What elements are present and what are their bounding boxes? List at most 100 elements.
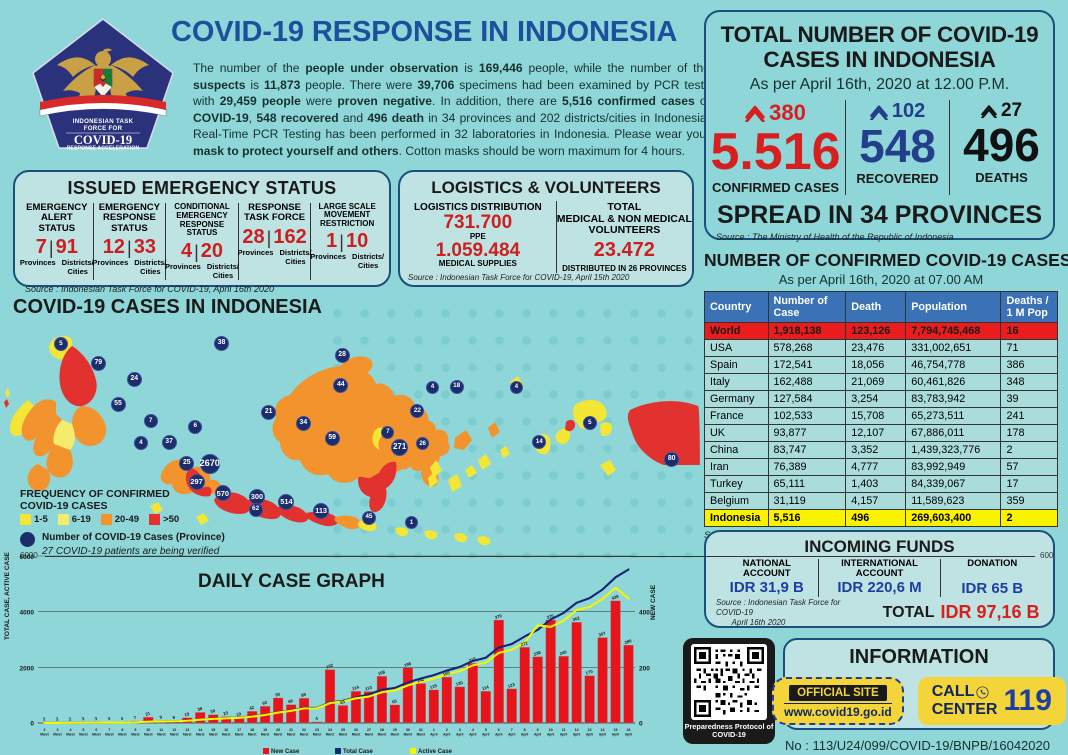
svg-text:4: 4 <box>315 716 319 722</box>
svg-text:10: 10 <box>146 728 150 732</box>
svg-text:April: April <box>495 733 502 737</box>
svg-text:130: 130 <box>455 680 464 687</box>
svg-text:19: 19 <box>184 711 191 717</box>
svg-text:April: April <box>625 733 632 737</box>
svg-text:439: 439 <box>611 594 620 601</box>
svg-text:238: 238 <box>533 650 542 657</box>
svg-text:3: 3 <box>81 716 85 722</box>
svg-text:0: 0 <box>30 721 34 728</box>
svg-text:198: 198 <box>403 661 412 668</box>
svg-text:April: April <box>430 733 437 737</box>
svg-text:215: 215 <box>468 656 477 663</box>
svg-text:8: 8 <box>172 714 176 720</box>
svg-text:8: 8 <box>524 728 526 732</box>
svg-text:Maret: Maret <box>40 733 49 737</box>
svg-text:27: 27 <box>367 728 371 732</box>
svg-text:April: April <box>612 733 619 737</box>
svg-text:113: 113 <box>364 684 373 691</box>
svg-text:Maret: Maret <box>352 733 361 737</box>
svg-text:Maret: Maret <box>66 733 75 737</box>
svg-text:119: 119 <box>429 683 438 690</box>
svg-text:9: 9 <box>134 728 136 732</box>
svg-text:21: 21 <box>145 710 152 716</box>
svg-text:April: April <box>482 733 489 737</box>
svg-text:Maret: Maret <box>131 733 140 737</box>
svg-text:16: 16 <box>627 728 631 732</box>
svg-text:170: 170 <box>585 669 594 676</box>
svg-text:Maret: Maret <box>170 733 179 737</box>
svg-text:Maret: Maret <box>300 733 309 737</box>
svg-text:18: 18 <box>250 728 254 732</box>
svg-text:6000: 6000 <box>20 554 35 561</box>
svg-text:New Case: New Case <box>271 749 300 755</box>
svg-text:Active Case: Active Case <box>418 749 453 755</box>
svg-text:FORCE FOR: FORCE FOR <box>84 125 123 132</box>
svg-text:114: 114 <box>351 684 360 691</box>
svg-text:192: 192 <box>325 662 334 669</box>
svg-text:11: 11 <box>562 728 566 732</box>
svg-text:200: 200 <box>639 665 650 672</box>
svg-text:280: 280 <box>624 638 633 645</box>
svg-text:19: 19 <box>263 728 267 732</box>
svg-text:April: April <box>456 733 463 737</box>
svg-text:2: 2 <box>68 716 72 722</box>
svg-text:5: 5 <box>82 728 84 732</box>
svg-text:April: April <box>560 733 567 737</box>
svg-text:14: 14 <box>198 728 202 732</box>
svg-text:370: 370 <box>494 613 503 620</box>
svg-text:7: 7 <box>108 728 110 732</box>
svg-text:April: April <box>469 733 476 737</box>
svg-text:272: 272 <box>520 640 529 647</box>
svg-text:31: 31 <box>419 728 423 732</box>
svg-text:Maret: Maret <box>92 733 101 737</box>
svg-text:Maret: Maret <box>417 733 426 737</box>
svg-text:Maret: Maret <box>118 733 127 737</box>
svg-text:2: 2 <box>446 728 448 732</box>
svg-text:26: 26 <box>354 728 358 732</box>
svg-text:RESPONSE ACCELERATION: RESPONSE ACCELERATION <box>67 146 140 152</box>
svg-text:25: 25 <box>341 728 345 732</box>
svg-text:Maret: Maret <box>144 733 153 737</box>
svg-text:Maret: Maret <box>105 733 114 737</box>
svg-text:9: 9 <box>537 728 539 732</box>
svg-text:21: 21 <box>289 728 293 732</box>
svg-text:168: 168 <box>377 669 386 676</box>
svg-text:TOTAL CASE, ACTIVE CASE: TOTAL CASE, ACTIVE CASE <box>4 551 11 640</box>
svg-text:4: 4 <box>69 728 71 732</box>
svg-text:April: April <box>508 733 515 737</box>
svg-text:7: 7 <box>511 728 513 732</box>
svg-text:90: 90 <box>275 691 282 697</box>
svg-text:66: 66 <box>288 698 295 704</box>
svg-text:Maret: Maret <box>365 733 374 737</box>
svg-text:400: 400 <box>639 610 650 617</box>
svg-text:12: 12 <box>172 728 176 732</box>
svg-text:17: 17 <box>237 728 241 732</box>
svg-text:165: 165 <box>442 670 451 677</box>
svg-text:April: April <box>573 733 580 737</box>
svg-text:65: 65 <box>391 698 398 704</box>
svg-text:30: 30 <box>210 708 217 714</box>
svg-text:8: 8 <box>121 728 123 732</box>
svg-text:Maret: Maret <box>209 733 218 737</box>
svg-text:2: 2 <box>43 728 45 732</box>
svg-text:April: April <box>586 733 593 737</box>
svg-text:Maret: Maret <box>235 733 244 737</box>
svg-text:13: 13 <box>185 728 189 732</box>
svg-text:Maret: Maret <box>378 733 387 737</box>
svg-text:Maret: Maret <box>222 733 231 737</box>
svg-text:42: 42 <box>249 705 256 711</box>
svg-text:Maret: Maret <box>404 733 413 737</box>
svg-text:Maret: Maret <box>183 733 192 737</box>
svg-text:4000: 4000 <box>20 610 35 617</box>
svg-text:29: 29 <box>393 728 397 732</box>
svg-text:307: 307 <box>598 630 607 637</box>
svg-text:15: 15 <box>211 728 215 732</box>
svg-text:6: 6 <box>498 728 500 732</box>
svg-text:23: 23 <box>315 728 319 732</box>
svg-text:2: 2 <box>42 716 46 722</box>
svg-text:April: April <box>547 733 554 737</box>
svg-text:Maret: Maret <box>313 733 322 737</box>
svg-text:Maret: Maret <box>326 733 335 737</box>
svg-text:14: 14 <box>601 728 605 732</box>
svg-text:24: 24 <box>328 728 332 732</box>
